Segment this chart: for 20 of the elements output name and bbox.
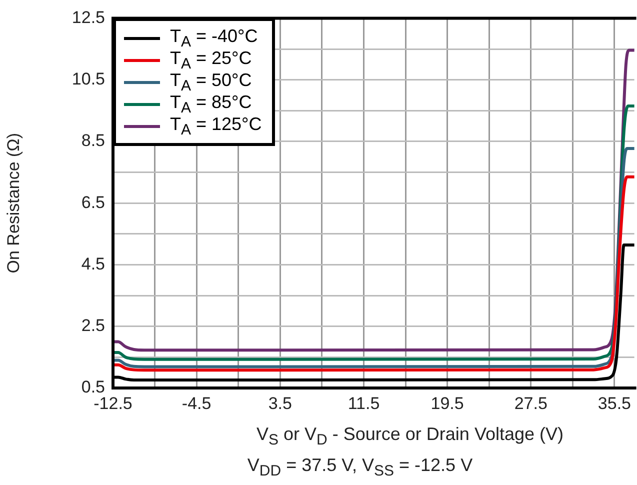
x-axis-title: V$_{S}$ or V$_{D}$ - Source or Drain Voltage (V): [256, 424, 564, 449]
x-tick-label: -4.5: [182, 394, 212, 413]
x-tick-label: 35.5: [598, 394, 632, 413]
y-tick-label: 12.5: [72, 8, 105, 27]
x-tick-label: 19.5: [430, 394, 464, 413]
legend-label: T$_{A}$ = 85°C: [170, 92, 252, 116]
x-tick-label: 3.5: [268, 394, 292, 413]
y-tick-label: 10.5: [72, 70, 105, 89]
y-tick-label: 8.5: [81, 131, 105, 150]
text: V$_{DD}$ = 37.5 V, V$_{SS}$ = -12.5 V: [247, 455, 473, 480]
legend-label: T$_{A}$ = 25°C: [170, 48, 252, 72]
y-tick-label: 4.5: [81, 254, 105, 274]
x-tick-label: 11.5: [348, 394, 380, 413]
legend-label: T$_{A}$ = 50°C: [170, 70, 252, 94]
y-tick-label: 2.5: [81, 316, 105, 336]
y-axis-title: On Resistance (Ω): [4, 132, 23, 274]
x-tick-label: 27.5: [514, 394, 548, 413]
legend-label: T$_{A}$ = 125°C: [170, 114, 262, 138]
legend-label: T$_{A}$ = -40°C: [170, 26, 258, 50]
y-tick-label: 6.5: [81, 192, 105, 212]
